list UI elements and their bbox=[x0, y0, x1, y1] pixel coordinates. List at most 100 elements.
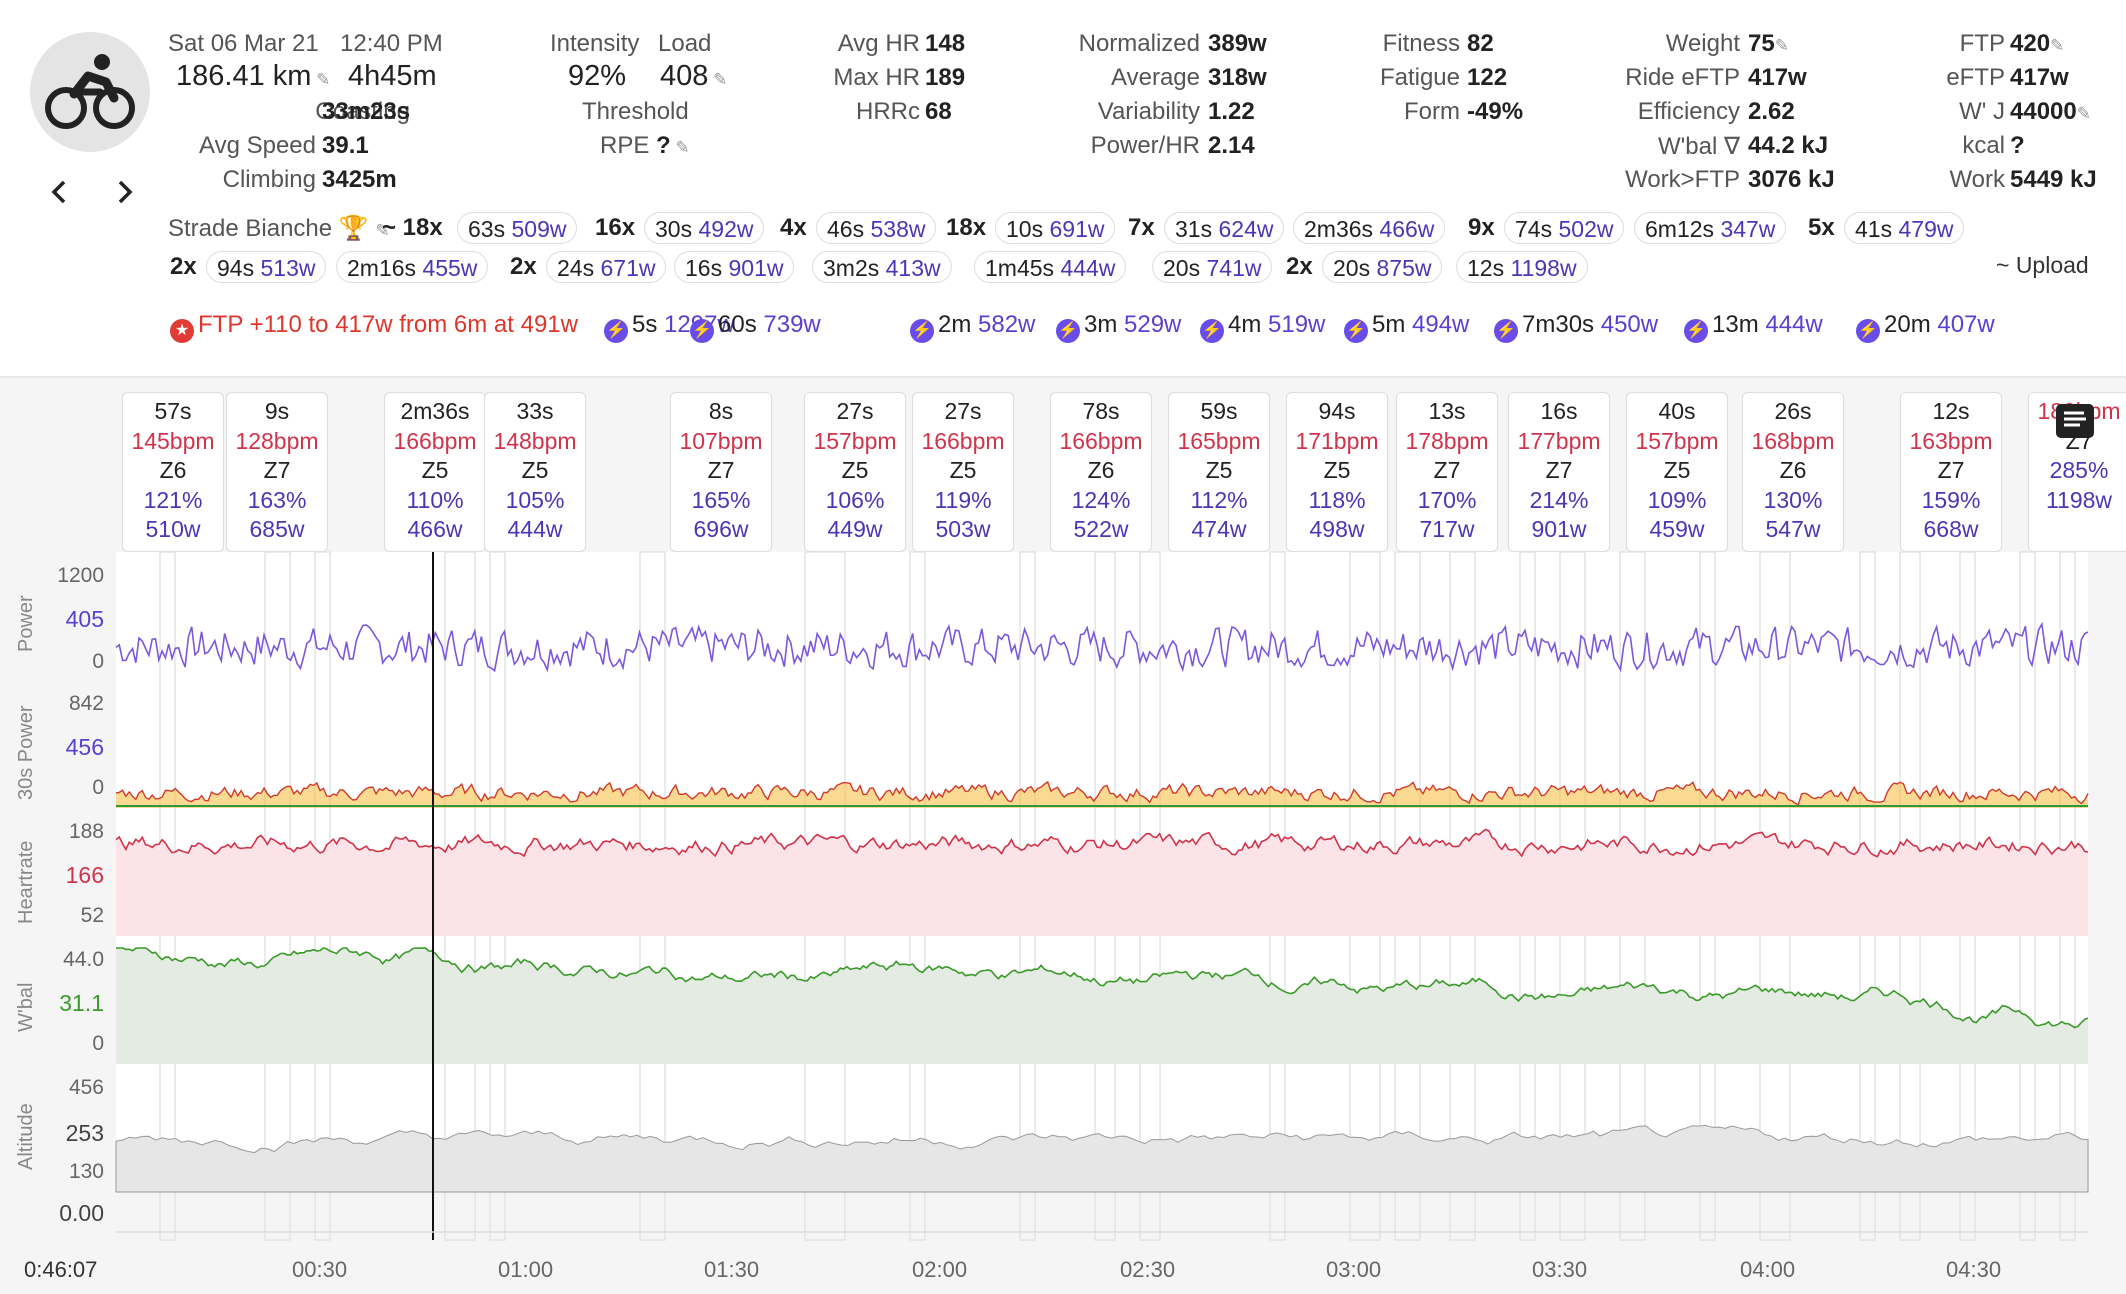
edit-icon[interactable]: ✎ bbox=[708, 70, 728, 89]
card-dur: 94s bbox=[1318, 398, 1356, 424]
upload-button[interactable]: ~ Upload bbox=[1996, 252, 2089, 278]
ftp-value[interactable]: 420✎ bbox=[2010, 30, 2065, 57]
interval-card[interactable]: 8s 107bpm Z7 165% 696w bbox=[670, 392, 772, 552]
interval-card[interactable]: 57s 145bpm Z6 121% 510w bbox=[122, 392, 224, 552]
rpe-stat[interactable]: RPE ? ✎ bbox=[600, 132, 690, 159]
activity-distance[interactable]: 186.41 km ✎ bbox=[176, 60, 331, 92]
card-zone: Z7 bbox=[1545, 457, 1573, 483]
card-dur: 9s bbox=[264, 398, 290, 424]
card-hr: 145bpm bbox=[131, 427, 215, 454]
pill-watts: 901w bbox=[728, 255, 784, 281]
notes-icon[interactable] bbox=[2056, 404, 2094, 438]
edit-icon[interactable]: ✎ bbox=[2050, 36, 2065, 55]
interval-pill[interactable]: 24s 671w bbox=[546, 251, 667, 283]
previous-activity-button[interactable] bbox=[40, 170, 80, 214]
interval-card[interactable]: 9s 128bpm Z7 163% 685w bbox=[226, 392, 328, 552]
interval-card[interactable]: 13s 178bpm Z7 170% 717w bbox=[1396, 392, 1498, 552]
interval-pill[interactable]: 6m12s 347w bbox=[1634, 212, 1787, 244]
altitude-tick: 130 bbox=[68, 1160, 104, 1183]
interval-pill[interactable]: 20s 741w bbox=[1152, 251, 1273, 283]
wprime-value[interactable]: 44000✎ bbox=[2010, 98, 2091, 125]
pill-duration: 31s bbox=[1175, 216, 1213, 242]
peak-watts: 444w bbox=[1765, 311, 1823, 338]
card-zone: Z6 bbox=[1779, 457, 1807, 483]
interval-card[interactable]: 40s 157bpm Z5 109% 459w bbox=[1626, 392, 1728, 552]
weight-value[interactable]: 75✎ bbox=[1748, 30, 1789, 57]
eftp-label: eFTP bbox=[1946, 64, 2005, 91]
load-value[interactable]: 408 ✎ bbox=[660, 60, 728, 92]
interval-pill[interactable]: 10s 691w bbox=[995, 212, 1116, 244]
next-activity-button[interactable] bbox=[104, 170, 144, 214]
kcal-label: kcal bbox=[1962, 132, 2005, 159]
peak-power[interactable]: ⚡ 4m 519w bbox=[1200, 310, 1325, 343]
power-axis-name: Power bbox=[15, 595, 37, 652]
interval-pill[interactable]: 30s 492w bbox=[644, 212, 765, 244]
work-value: 5449 kJ bbox=[2010, 166, 2097, 193]
fitness-value: 82 bbox=[1467, 30, 1494, 57]
edit-icon[interactable]: ✎ bbox=[375, 221, 390, 240]
interval-pill[interactable]: 31s 624w bbox=[1164, 212, 1285, 244]
peak-power[interactable]: ⚡ 2m 582w bbox=[910, 310, 1035, 343]
activity-time: 12:40 PM bbox=[340, 30, 443, 57]
interval-card[interactable]: 78s 166bpm Z6 124% 522w bbox=[1050, 392, 1152, 552]
edit-icon[interactable]: ✎ bbox=[311, 70, 331, 89]
star-icon: ★ bbox=[170, 319, 194, 343]
interval-pill[interactable]: 63s 509w bbox=[457, 212, 578, 244]
card-hr: 128bpm bbox=[235, 427, 319, 454]
peak-power[interactable]: ⚡ 60s 739w bbox=[690, 310, 821, 343]
peak-power[interactable]: ⚡ 13m 444w bbox=[1684, 310, 1823, 343]
peak-duration: 3m bbox=[1084, 311, 1118, 338]
interval-card[interactable]: 26s 168bpm Z6 130% 547w bbox=[1742, 392, 1844, 552]
card-zone: Z5 bbox=[521, 457, 549, 483]
wbal-series bbox=[116, 947, 2089, 1029]
pill-duration: 24s bbox=[557, 255, 595, 281]
peak-watts: 450w bbox=[1600, 311, 1659, 338]
x-tick: 03:30 bbox=[1532, 1257, 1588, 1282]
x-tick: 01:30 bbox=[704, 1257, 760, 1282]
interval-pill[interactable]: 2m16s 455w bbox=[336, 251, 489, 283]
interval-card[interactable]: 59s 165bpm Z5 112% 474w bbox=[1168, 392, 1270, 552]
heartrate-tick: 188 bbox=[68, 820, 104, 843]
interval-pill[interactable]: 16s 901w bbox=[674, 251, 795, 283]
interval-count: 9x bbox=[1468, 214, 1495, 241]
interval-card[interactable]: 27s 157bpm Z5 106% 449w bbox=[804, 392, 906, 552]
interval-pill[interactable]: 41s 479w bbox=[1844, 212, 1965, 244]
edit-icon[interactable]: ✎ bbox=[2076, 104, 2091, 123]
peak-power[interactable]: ⚡ 3m 529w bbox=[1056, 310, 1181, 343]
interval-card[interactable]: 27s 166bpm Z5 119% 503w bbox=[912, 392, 1014, 552]
divider bbox=[0, 376, 2126, 378]
peak-power[interactable]: ⚡ 7m30s 450w bbox=[1494, 310, 1658, 343]
wprime-label: W' J bbox=[1959, 98, 2005, 125]
avg-hr-label: Avg HR bbox=[837, 30, 920, 57]
interval-pill[interactable]: 74s 502w bbox=[1504, 212, 1625, 244]
interval-pill[interactable]: 2m36s 466w bbox=[1293, 212, 1446, 244]
peak-power[interactable]: ⚡ 5m 494w bbox=[1344, 310, 1469, 343]
interval-card[interactable]: 12s 163bpm Z7 159% 668w bbox=[1900, 392, 2002, 552]
peak-watts: 529w bbox=[1124, 311, 1182, 338]
interval-card[interactable]: 16s 177bpm Z7 214% 901w bbox=[1508, 392, 1610, 552]
interval-pill[interactable]: 1m45s 444w bbox=[974, 251, 1127, 283]
interval-card[interactable]: 33s 148bpm Z5 105% 444w bbox=[484, 392, 586, 552]
form-value: -49% bbox=[1467, 98, 1524, 125]
pill-duration: 20s bbox=[1333, 255, 1371, 281]
cycling-icon bbox=[45, 54, 135, 129]
interval-card[interactable]: 94s 171bpm Z5 118% 498w bbox=[1286, 392, 1388, 552]
peak-power[interactable]: ⚡ 20m 407w bbox=[1856, 310, 1995, 343]
activity-name[interactable]: Strade Bianche 🏆 ✎ bbox=[168, 215, 390, 242]
bolt-icon: ⚡ bbox=[1056, 319, 1080, 343]
interval-card[interactable]: 2m36s 166bpm Z5 110% 466w bbox=[384, 392, 486, 552]
interval-pill[interactable]: 94s 513w bbox=[206, 251, 327, 283]
card-pct: 170% bbox=[1417, 486, 1477, 513]
card-zone: Z7 bbox=[1433, 457, 1461, 483]
interval-pill[interactable]: 46s 538w bbox=[816, 212, 937, 244]
interval-pill[interactable]: 12s 1198w bbox=[1456, 251, 1588, 283]
pill-watts: 538w bbox=[870, 216, 926, 242]
peak-power[interactable]: ⚡5s 1297w bbox=[604, 310, 735, 343]
interval-pill[interactable]: 20s 875w bbox=[1322, 251, 1443, 283]
edit-icon[interactable]: ✎ bbox=[670, 138, 690, 157]
max-hr-label: Max HR bbox=[833, 64, 920, 91]
interval-pill[interactable]: 3m2s 413w bbox=[812, 251, 952, 283]
edit-icon[interactable]: ✎ bbox=[1774, 36, 1789, 55]
card-hr: 157bpm bbox=[1635, 427, 1719, 454]
